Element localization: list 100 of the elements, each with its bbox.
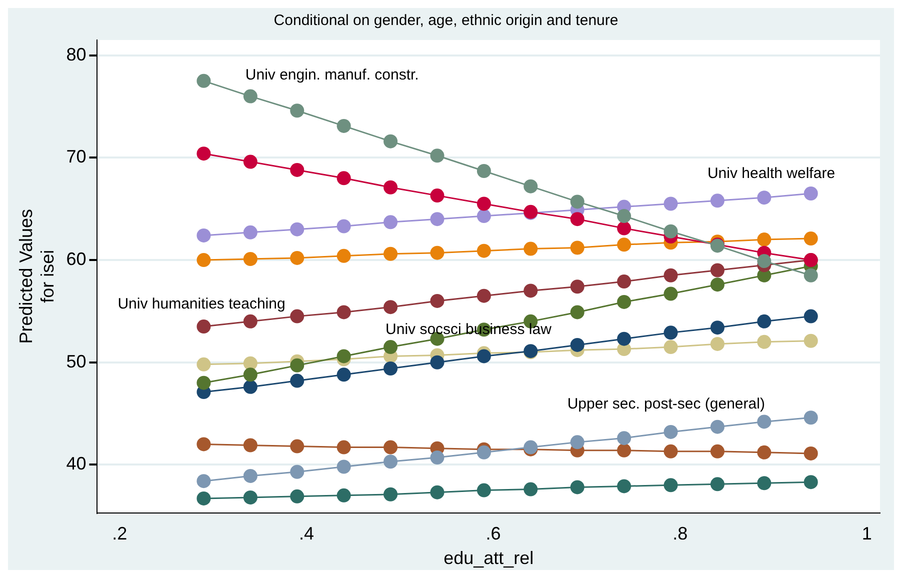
x-tick-label: 1 [862, 524, 872, 544]
point [710, 194, 724, 208]
point [196, 228, 211, 242]
point [243, 468, 258, 483]
point [757, 190, 772, 205]
point [430, 485, 444, 500]
x-tick-label: .4 [298, 524, 314, 544]
point [757, 414, 772, 429]
point [196, 491, 211, 506]
point [384, 454, 398, 469]
point [617, 431, 632, 446]
point [336, 440, 351, 454]
point [384, 340, 398, 354]
point [757, 314, 772, 328]
point [757, 445, 772, 460]
point [290, 374, 304, 388]
point [290, 464, 304, 479]
point [430, 294, 444, 308]
y-tick-label: 40 [66, 454, 86, 474]
point [664, 268, 678, 282]
point [384, 440, 398, 454]
point [384, 487, 398, 502]
point [617, 274, 632, 289]
point [524, 284, 538, 298]
x-tick-label: .8 [672, 524, 688, 544]
series-label: Upper sec. post-sec (general) [567, 395, 765, 412]
point [570, 305, 584, 320]
point [290, 439, 304, 454]
point [336, 305, 351, 320]
x-axis-title: edu_att_rel [444, 548, 534, 568]
point [804, 268, 818, 282]
point [476, 244, 491, 258]
point [757, 334, 772, 349]
point [710, 420, 724, 434]
series-label: Univ humanities teaching [118, 296, 286, 313]
point [757, 476, 772, 490]
point [476, 196, 491, 211]
point [290, 104, 304, 118]
point [336, 368, 351, 382]
point [290, 309, 304, 324]
point [476, 164, 491, 178]
point [243, 314, 258, 328]
point [664, 196, 678, 211]
point [384, 246, 398, 261]
point [384, 362, 398, 376]
point [570, 480, 584, 494]
series-label: Univ health welfare [707, 164, 836, 182]
point [196, 74, 211, 88]
point [804, 475, 818, 490]
point [290, 250, 304, 265]
point [524, 482, 538, 496]
point [804, 232, 818, 246]
point [664, 326, 678, 340]
point [290, 162, 304, 177]
point [524, 179, 538, 194]
point [196, 357, 211, 372]
point [804, 446, 818, 460]
point [664, 478, 678, 492]
point [710, 263, 724, 278]
point [196, 320, 211, 334]
point [384, 134, 398, 148]
point [384, 180, 398, 194]
y-tick-label: 80 [66, 44, 86, 64]
point [243, 438, 258, 452]
y-axis-title: Predicted Values for isei [16, 209, 58, 344]
point [476, 349, 491, 364]
point [617, 209, 632, 224]
point [804, 334, 818, 348]
point [430, 212, 444, 226]
point [336, 219, 351, 234]
point [757, 232, 772, 247]
point [804, 410, 818, 425]
point [476, 483, 491, 498]
point [290, 358, 304, 372]
point [757, 254, 772, 268]
point [804, 186, 818, 201]
point [476, 445, 491, 460]
point [336, 460, 351, 474]
point [196, 146, 211, 161]
point [664, 286, 678, 301]
x-tick-label: .6 [486, 524, 501, 544]
point [804, 309, 818, 324]
point [196, 474, 211, 488]
point [243, 368, 258, 382]
point [336, 349, 351, 364]
point [617, 238, 632, 252]
point [430, 355, 444, 370]
point [243, 154, 258, 169]
point [243, 252, 258, 266]
point [476, 288, 491, 303]
point [617, 332, 632, 346]
point [570, 435, 584, 450]
y-tick-label: 50 [66, 351, 86, 372]
point [336, 171, 351, 186]
point [570, 194, 584, 209]
point [710, 278, 724, 292]
point [570, 212, 584, 226]
point [664, 224, 678, 238]
point [570, 338, 584, 352]
point [243, 89, 258, 104]
